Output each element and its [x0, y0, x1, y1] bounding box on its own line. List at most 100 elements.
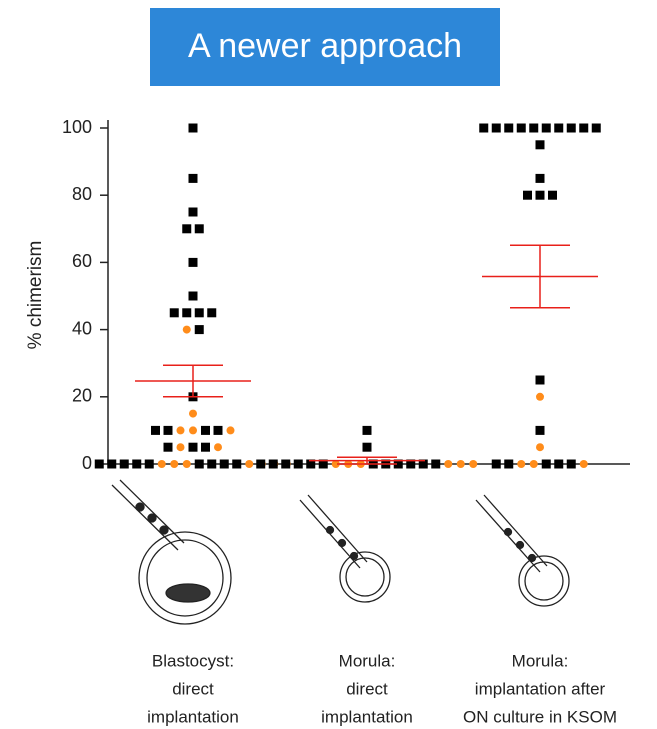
- data-point: [536, 443, 544, 452]
- data-point: [182, 308, 192, 318]
- cartoons: [111, 479, 570, 625]
- data-point: [163, 442, 173, 452]
- data-point: [245, 460, 254, 468]
- data-point: [535, 190, 545, 200]
- data-point: [194, 325, 204, 335]
- data-point: [535, 375, 545, 385]
- data-point: [176, 426, 185, 435]
- data-point: [431, 459, 441, 469]
- data-point: [536, 392, 544, 401]
- data-point: [170, 460, 179, 468]
- data-point: [107, 459, 117, 469]
- data-point: [306, 459, 316, 469]
- data-point: [535, 425, 545, 435]
- data-point: [516, 123, 526, 133]
- data-point: [194, 459, 204, 469]
- x-tick-label: Morula:: [339, 651, 396, 670]
- data-point: [281, 459, 291, 469]
- data-point: [189, 409, 197, 418]
- x-tick-label: direct: [172, 679, 214, 698]
- data-point: [201, 425, 210, 435]
- data-point: [293, 459, 303, 469]
- data-point: [207, 459, 217, 469]
- data-point: [163, 425, 173, 435]
- data-point: [182, 460, 191, 468]
- data-point: [491, 459, 501, 469]
- data-point: [566, 459, 576, 469]
- data-point: [554, 123, 564, 133]
- data-point: [418, 459, 428, 469]
- data-point: [362, 442, 372, 452]
- data-point: [535, 140, 545, 150]
- data-point: [456, 460, 465, 468]
- data-point: [444, 460, 453, 468]
- data-point: [132, 459, 142, 469]
- data-point: [194, 224, 204, 234]
- data-point: [566, 123, 576, 133]
- slide-title: A newer approach: [188, 27, 462, 65]
- data-point: [188, 291, 198, 301]
- data-point: [517, 460, 526, 468]
- data-point: [182, 325, 191, 334]
- x-tick-label: implantation: [147, 707, 239, 726]
- x-tick-label: implantation after: [475, 679, 606, 698]
- data-point: [188, 173, 198, 183]
- x-tick-label: ON culture in KSOM: [463, 707, 617, 726]
- data-point: [579, 460, 588, 468]
- data-point: [169, 308, 179, 318]
- data-point: [256, 459, 266, 469]
- data-point: [119, 459, 129, 469]
- data-point: [214, 443, 222, 452]
- data-point: [144, 459, 154, 469]
- data-point: [201, 442, 210, 452]
- data-point: [207, 308, 217, 318]
- data-point: [232, 459, 242, 469]
- data-point: [479, 123, 489, 133]
- data-point: [554, 459, 564, 469]
- data-point: [182, 224, 192, 234]
- x-tick-label: Blastocyst:: [152, 651, 234, 670]
- data-point: [318, 459, 328, 469]
- data-point: [541, 459, 551, 469]
- data-point: [535, 173, 545, 183]
- data-point: [393, 459, 403, 469]
- data-point: [219, 459, 229, 469]
- data-point: [194, 308, 204, 318]
- data-point: [529, 123, 539, 133]
- y-tick-label: 20: [72, 386, 92, 406]
- data-point: [176, 443, 185, 452]
- data-point: [523, 190, 532, 200]
- x-tick-label: direct: [346, 679, 388, 698]
- data-point: [469, 460, 478, 468]
- data-point: [591, 123, 601, 133]
- data-point: [406, 459, 416, 469]
- data-point: [491, 123, 501, 133]
- y-tick-label: 80: [72, 184, 92, 204]
- y-tick-label: 100: [62, 117, 92, 137]
- data-point: [268, 459, 278, 469]
- x-tick-label: Morula:: [512, 651, 569, 670]
- x-tick-label: implantation: [321, 707, 413, 726]
- data-point: [331, 460, 340, 468]
- data-point: [151, 425, 160, 435]
- y-tick-label: 60: [72, 251, 92, 271]
- data-point: [188, 207, 198, 217]
- data-point: [504, 123, 514, 133]
- y-tick-label: 0: [82, 453, 92, 473]
- data-point: [529, 460, 538, 468]
- data-point: [157, 460, 166, 468]
- data-point: [226, 426, 235, 435]
- data-point: [189, 426, 197, 435]
- data-point: [94, 459, 104, 469]
- y-tick-label: 40: [72, 318, 92, 338]
- data-point: [213, 425, 223, 435]
- data-point: [188, 442, 198, 452]
- title-box: [150, 8, 500, 86]
- data-point: [548, 190, 557, 200]
- data-point: [362, 425, 372, 435]
- data-point: [188, 123, 198, 133]
- data-point: [579, 123, 589, 133]
- y-axis-label: % chimerism: [25, 241, 46, 350]
- data-point: [188, 257, 198, 267]
